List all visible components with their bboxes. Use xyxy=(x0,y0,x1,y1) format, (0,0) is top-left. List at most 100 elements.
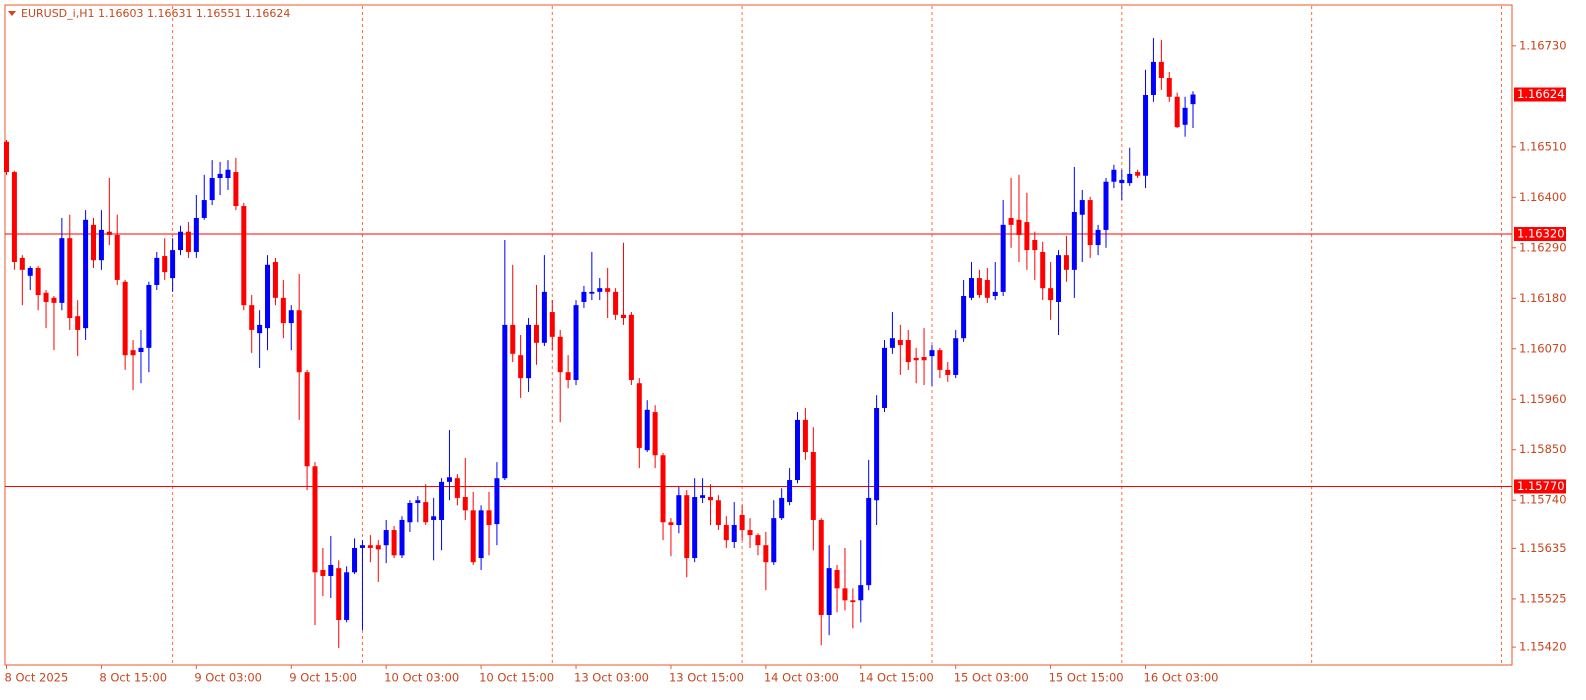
candle-body xyxy=(257,324,263,334)
hline-label: 1.16320 xyxy=(1517,227,1565,241)
candle-body xyxy=(802,419,808,453)
candle-body xyxy=(818,519,824,615)
candle-body xyxy=(502,324,508,479)
candle-body xyxy=(328,564,334,576)
candle-body xyxy=(573,305,579,380)
candle-body xyxy=(1032,239,1038,251)
candle-body xyxy=(755,535,761,546)
x-tick-label: 10 Oct 15:00 xyxy=(479,671,554,685)
candle-body xyxy=(660,455,666,523)
price-label-bg xyxy=(1514,87,1566,102)
candle-body xyxy=(810,452,816,520)
candle-body xyxy=(850,600,856,603)
candle-body xyxy=(945,369,951,375)
candle-body xyxy=(359,545,365,548)
candle-body xyxy=(533,324,539,343)
candle-body xyxy=(4,141,9,173)
candle-body xyxy=(1119,179,1125,184)
candle-body xyxy=(1135,172,1141,176)
candle-body xyxy=(217,173,223,179)
candle-body xyxy=(415,500,421,503)
x-tick-label: 14 Oct 15:00 xyxy=(859,671,934,685)
candle-body xyxy=(209,178,215,201)
candle-body xyxy=(526,324,532,379)
candle-body xyxy=(304,372,310,467)
candle-body xyxy=(185,231,191,252)
candle-body xyxy=(399,519,405,556)
candle-body xyxy=(984,279,990,298)
x-tick-label: 8 Oct 15:00 xyxy=(99,671,167,685)
candle-body xyxy=(1040,251,1046,289)
candle-body xyxy=(67,238,73,319)
y-tick-label: 1.15420 xyxy=(1519,640,1567,654)
candle-body xyxy=(921,357,927,361)
y-tick-label: 1.16180 xyxy=(1519,291,1567,305)
candle-body xyxy=(715,500,721,526)
candle-body xyxy=(138,347,144,352)
candle-body xyxy=(35,267,41,296)
candle-body xyxy=(27,267,33,276)
candle-body xyxy=(652,412,658,456)
candle-body xyxy=(233,172,239,207)
candle-body xyxy=(391,530,397,556)
candle-body xyxy=(114,234,120,280)
y-tick-label: 1.16730 xyxy=(1519,38,1567,52)
x-tick-label: 15 Oct 03:00 xyxy=(954,671,1029,685)
candle-body xyxy=(312,466,318,573)
candle-body xyxy=(589,291,595,294)
candle-body xyxy=(1143,94,1149,176)
candle-body xyxy=(336,568,342,621)
candle-body xyxy=(320,569,326,576)
candle-body xyxy=(439,481,445,520)
candle-body xyxy=(929,350,935,357)
candle-body xyxy=(43,292,49,302)
candle-body xyxy=(636,383,642,448)
candle-body xyxy=(1103,181,1109,230)
candle-body xyxy=(779,497,785,519)
candle-body xyxy=(11,172,17,263)
candle-body xyxy=(1095,229,1101,246)
candle-body xyxy=(367,545,373,548)
candle-body xyxy=(668,522,674,526)
candle-body xyxy=(1024,222,1030,251)
chart-title: EURUSD_i,H1 1.16603 1.16631 1.16551 1.16… xyxy=(21,7,290,20)
candle-body xyxy=(407,502,413,523)
x-tick-label: 10 Oct 03:00 xyxy=(384,671,459,685)
candle-body xyxy=(1079,200,1085,215)
candle-body xyxy=(1190,94,1196,105)
candle-body xyxy=(763,545,769,563)
hline-label: 1.15770 xyxy=(1517,479,1565,493)
candle-body xyxy=(1016,219,1022,235)
candle-body xyxy=(1008,217,1014,225)
y-tick-label: 1.16510 xyxy=(1519,139,1567,153)
candle-body xyxy=(51,297,57,303)
candle-body xyxy=(83,219,89,329)
candle-body xyxy=(834,569,840,589)
candle-body xyxy=(296,310,302,373)
candle-body xyxy=(565,372,571,380)
candle-body xyxy=(454,478,460,498)
hline-label-bg xyxy=(1514,479,1566,494)
candle-body xyxy=(858,585,864,601)
x-tick-label: 15 Oct 15:00 xyxy=(1049,671,1124,685)
candle-body xyxy=(937,350,943,370)
y-tick-label: 1.16290 xyxy=(1519,240,1567,254)
x-tick-label: 13 Oct 15:00 xyxy=(669,671,744,685)
candle-body xyxy=(1150,61,1156,95)
candle-body xyxy=(541,291,547,343)
candle-body xyxy=(605,288,611,292)
candle-body xyxy=(913,357,919,361)
candle-body xyxy=(549,312,555,337)
candle-body xyxy=(1174,96,1180,128)
candle-body xyxy=(225,169,231,179)
candle-body xyxy=(162,256,168,273)
y-tick-label: 1.15635 xyxy=(1519,541,1567,555)
candle-body xyxy=(1158,61,1164,78)
candle-body xyxy=(707,497,713,501)
x-tick-label: 16 Oct 03:00 xyxy=(1144,671,1219,685)
candle-body xyxy=(375,545,381,550)
candle-body xyxy=(59,238,65,303)
candle-body xyxy=(288,310,294,324)
candle-body xyxy=(106,231,112,235)
hline-label-bg xyxy=(1514,227,1566,242)
